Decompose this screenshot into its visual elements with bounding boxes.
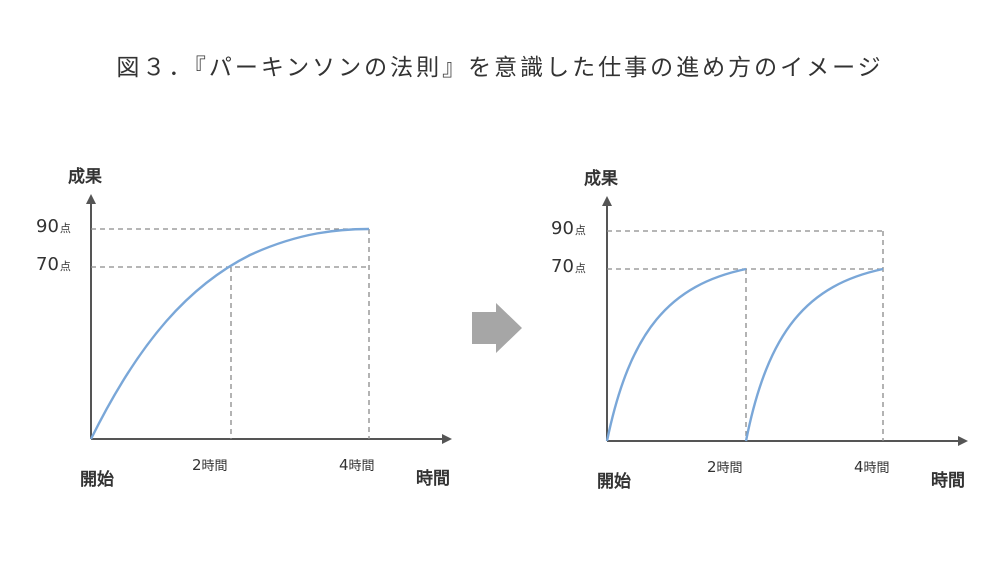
right-y-tick-70: 70点 [551, 256, 586, 277]
right-curve-second [744, 267, 884, 442]
left-y-tick-70: 70点 [36, 254, 71, 275]
page-title: 図３．『パーキンソンの法則』を意識した仕事の進め方のイメージ [116, 55, 884, 81]
right-origin-label: 開始 [597, 472, 631, 492]
right-arrow-icon [472, 303, 522, 353]
right-curve-first [605, 267, 747, 442]
left-x-axis-label: 時間 [416, 469, 450, 489]
right-x-axis-label: 時間 [931, 471, 965, 491]
right-x-tick-4h: 4時間 [854, 458, 890, 476]
right-x-tick-2h: 2時間 [707, 458, 743, 476]
left-x-tick-4h: 4時間 [339, 456, 375, 474]
right-y-tick-90: 90点 [551, 218, 586, 239]
left-chart [86, 194, 452, 444]
left-origin-label: 開始 [80, 470, 114, 490]
right-y-axis-label: 成果 [584, 169, 618, 189]
left-x-tick-2h: 2時間 [192, 456, 228, 474]
right-chart [602, 196, 968, 446]
left-y-tick-90: 90点 [36, 216, 71, 237]
left-curve [89, 227, 370, 440]
left-y-axis-label: 成果 [68, 167, 102, 187]
